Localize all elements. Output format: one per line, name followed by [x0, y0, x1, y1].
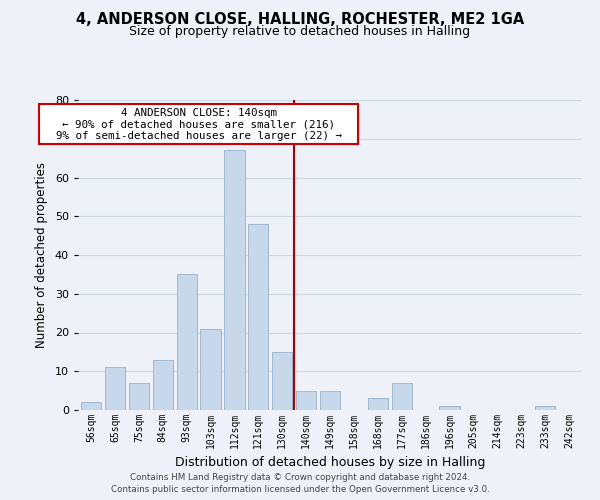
Bar [296, 390, 316, 410]
Text: Contains public sector information licensed under the Open Government Licence v3: Contains public sector information licen… [110, 486, 490, 494]
Bar [81, 402, 101, 410]
Bar [129, 383, 149, 410]
Bar [200, 328, 221, 410]
Bar [368, 398, 388, 410]
X-axis label: Distribution of detached houses by size in Halling: Distribution of detached houses by size … [175, 456, 485, 469]
Text: Contains HM Land Registry data © Crown copyright and database right 2024.: Contains HM Land Registry data © Crown c… [130, 473, 470, 482]
Text: 4 ANDERSON CLOSE: 140sqm  
  ← 90% of detached houses are smaller (216)  
  9% o: 4 ANDERSON CLOSE: 140sqm ← 90% of detach… [43, 108, 355, 141]
Bar [176, 274, 197, 410]
Y-axis label: Number of detached properties: Number of detached properties [35, 162, 48, 348]
Bar [224, 150, 245, 410]
Bar [105, 368, 125, 410]
Bar [152, 360, 173, 410]
Bar [535, 406, 555, 410]
Bar [439, 406, 460, 410]
Bar [272, 352, 292, 410]
Bar [320, 390, 340, 410]
Text: 4, ANDERSON CLOSE, HALLING, ROCHESTER, ME2 1GA: 4, ANDERSON CLOSE, HALLING, ROCHESTER, M… [76, 12, 524, 28]
Text: Size of property relative to detached houses in Halling: Size of property relative to detached ho… [130, 25, 470, 38]
Bar [392, 383, 412, 410]
Bar [248, 224, 268, 410]
